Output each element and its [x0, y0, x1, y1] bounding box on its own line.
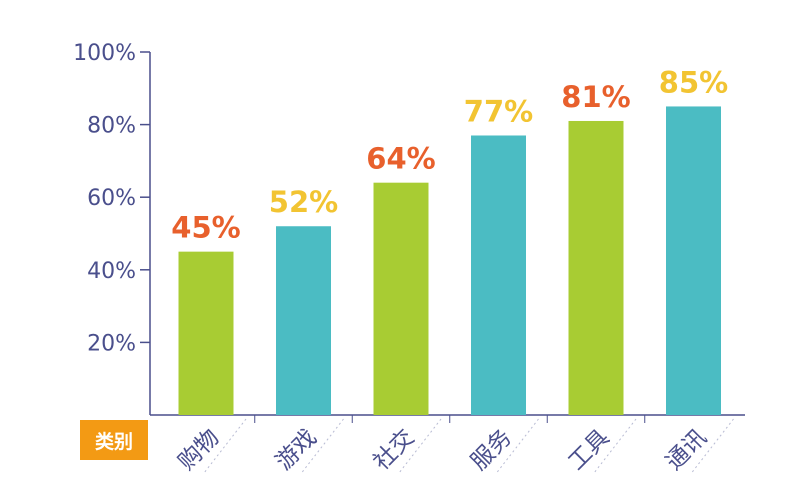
- bar: [373, 182, 429, 415]
- bar: [276, 226, 331, 415]
- x-category-guide: [496, 418, 539, 474]
- labels: 45% 购物 52% 游戏 64% 社交 77% 服务 81% 工具 85% 通讯: [171, 65, 728, 475]
- data-label: 45%: [171, 211, 240, 245]
- y-tick-label: 40%: [87, 259, 136, 284]
- x-tick-label: 购物: [174, 425, 225, 476]
- x-tick-label: 社交: [369, 425, 420, 476]
- x-category-guide: [593, 418, 637, 474]
- x-category-guide: [301, 418, 344, 474]
- x-category-guide: [203, 418, 247, 474]
- bar: [666, 106, 721, 415]
- x-category-guide: [398, 418, 442, 474]
- y-tick-label: 20%: [87, 331, 136, 356]
- x-tick-label: 工具: [564, 425, 615, 476]
- data-label: 64%: [366, 142, 435, 176]
- bar: [471, 135, 526, 416]
- x-axis-label: 类别: [80, 420, 148, 460]
- x-tick-label: 通讯: [661, 425, 712, 476]
- data-label: 81%: [561, 80, 630, 114]
- axes: 20% 40% 60% 80% 100%: [73, 41, 745, 474]
- y-tick-label: 100%: [73, 41, 136, 66]
- data-label: 85%: [659, 65, 728, 99]
- data-label: 77%: [464, 94, 533, 128]
- x-tick-label: 服务: [466, 425, 517, 476]
- y-tick-label: 60%: [87, 186, 136, 211]
- data-label: 52%: [269, 185, 338, 219]
- x-category-guide: [691, 418, 734, 474]
- bar: [568, 120, 624, 415]
- y-tick-label: 80%: [87, 114, 136, 139]
- bar: [178, 251, 234, 415]
- x-tick-label: 游戏: [271, 425, 322, 476]
- bars: [178, 106, 721, 416]
